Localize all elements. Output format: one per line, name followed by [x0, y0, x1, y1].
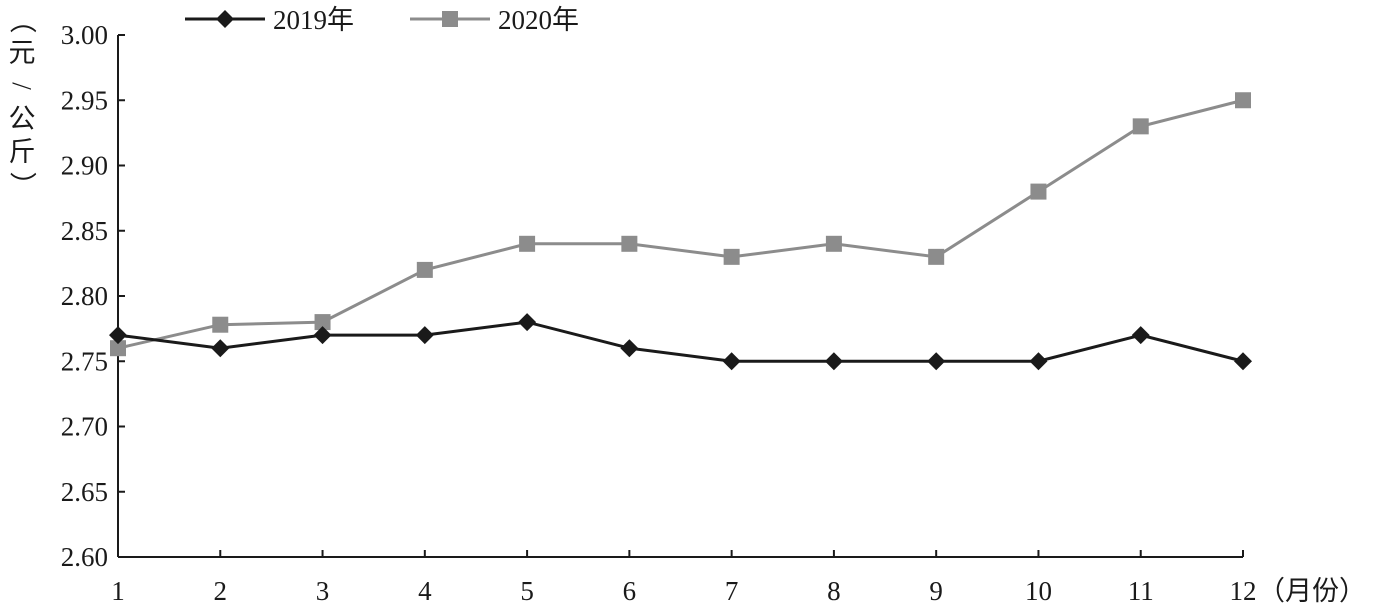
x-tick-label: 8: [827, 576, 841, 606]
x-tick-label: 12: [1230, 576, 1257, 606]
series-line-2020: [117, 98, 1244, 350]
y-tick-label: 2.65: [61, 477, 108, 507]
y-tick-label: 2.60: [61, 542, 108, 572]
data-point-2019: [1234, 352, 1252, 371]
series-line-2019: [117, 320, 1244, 363]
y-axis-label-char: /: [7, 82, 37, 90]
data-point-2019: [620, 339, 639, 358]
data-point-2019: [1029, 352, 1048, 371]
y-tick-label: 2.90: [61, 151, 108, 181]
y-axis-label-char: ）: [7, 172, 37, 199]
data-point-2019: [415, 326, 434, 345]
y-axis-label-char: 公: [9, 104, 36, 134]
y-tick-label: 2.85: [61, 216, 108, 246]
legend-item-2020: 2020年: [410, 5, 579, 35]
x-tick-label: 7: [725, 576, 739, 606]
series-layer: [109, 92, 1252, 371]
x-tick-label: 1: [111, 576, 125, 606]
y-tick-label: 3.00: [61, 20, 108, 50]
x-tick-label: 9: [929, 576, 943, 606]
y-tick-label: 2.75: [61, 346, 108, 376]
x-tick-label: 11: [1128, 576, 1154, 606]
series-2020: [110, 92, 1251, 357]
x-tick-label: 2: [214, 576, 228, 606]
y-tick-label: 2.80: [61, 281, 108, 311]
axes: 2.602.652.702.752.802.852.902.953.001 2 3 4…: [61, 20, 1257, 606]
y-tick-label: 2.70: [61, 412, 108, 442]
data-point-2020: [825, 235, 842, 252]
data-point-2020: [519, 235, 536, 252]
legend: 2019年 2020年: [185, 5, 579, 35]
data-point-2020: [928, 248, 945, 265]
data-point-2019: [211, 339, 230, 358]
x-tick-label: 10: [1025, 576, 1052, 606]
data-point-2019: [927, 352, 946, 371]
data-point-2020: [1235, 92, 1251, 109]
y-axis-label-char: （: [7, 7, 37, 34]
data-point-2019: [824, 352, 843, 371]
legend-label: 2019年: [273, 5, 354, 35]
data-point-2020: [1132, 118, 1149, 135]
data-point-2019: [1131, 326, 1150, 345]
series-2019: [109, 313, 1252, 371]
data-point-2020: [723, 248, 740, 265]
x-tick-label: 5: [520, 576, 534, 606]
data-point-2020: [621, 235, 638, 252]
data-point-2019: [313, 326, 332, 345]
y-axis-label-char: 斤: [9, 137, 36, 167]
x-axis-label: （月份）: [1258, 576, 1366, 606]
y-tick-label: 2.95: [61, 85, 108, 115]
data-point-2020: [110, 340, 126, 357]
data-point-2020: [416, 261, 433, 278]
data-point-2019: [109, 326, 127, 345]
x-tick-label: 3: [316, 576, 330, 606]
data-point-2020: [212, 316, 229, 333]
data-point-2019: [722, 352, 741, 371]
y-axis-label-char: 元: [9, 38, 36, 68]
legend-marker: [442, 11, 458, 27]
legend-item-2019: 2019年: [185, 5, 354, 35]
data-point-2019: [518, 313, 537, 332]
legend-label: 2020年: [498, 5, 579, 35]
data-point-2020: [1030, 183, 1047, 200]
data-point-2020: [314, 314, 331, 331]
x-tick-label: 4: [418, 576, 432, 606]
x-tick-label: 6: [623, 576, 637, 606]
y-axis-label: （ 元 / 公斤 ）: [7, 7, 37, 199]
legend-marker: [216, 10, 234, 28]
